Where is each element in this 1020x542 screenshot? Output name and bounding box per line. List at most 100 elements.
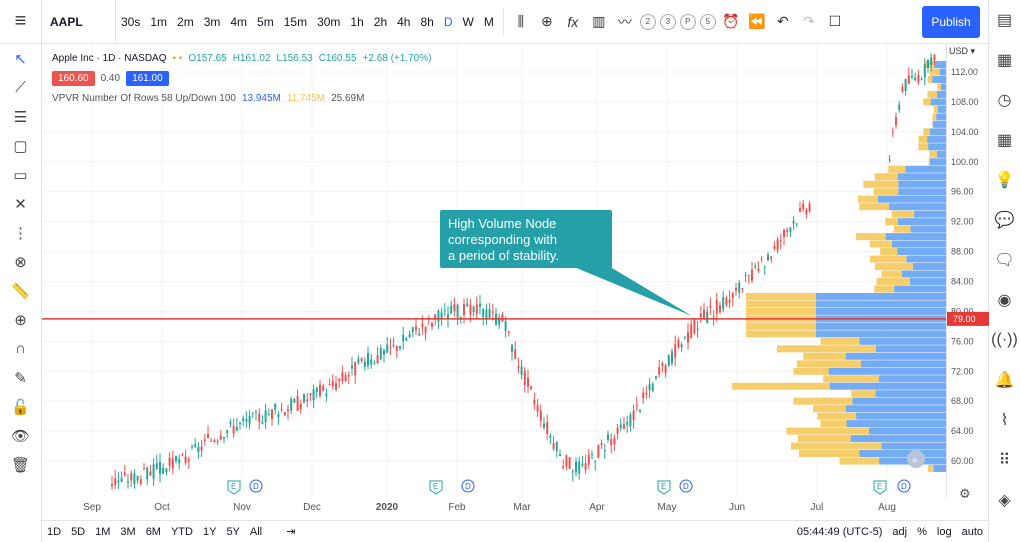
interval-2m[interactable]: 2m bbox=[177, 14, 194, 29]
fib-icon[interactable]: ☰ bbox=[13, 108, 28, 126]
zoom-icon[interactable]: ⊕ bbox=[14, 311, 27, 329]
pattern-icon[interactable]: ✕ bbox=[14, 195, 27, 213]
interval-W[interactable]: W bbox=[462, 14, 474, 29]
currency-label[interactable]: USD ▾ bbox=[949, 46, 976, 56]
chat-icon[interactable]: 💬 bbox=[994, 212, 1015, 229]
range-All[interactable]: All bbox=[249, 525, 263, 538]
earnings-marker[interactable]: E bbox=[429, 480, 443, 495]
redo-icon[interactable]: ↷ bbox=[802, 13, 815, 29]
compare-slot-P[interactable]: P bbox=[679, 13, 696, 30]
time-label: Nov bbox=[233, 502, 251, 513]
alert-icon[interactable]: ⏰ bbox=[722, 13, 740, 29]
interval-4m[interactable]: 4m bbox=[230, 14, 248, 29]
range-YTD[interactable]: YTD bbox=[170, 525, 193, 538]
rectangle-icon[interactable]: ▢ bbox=[13, 137, 28, 155]
range-5D[interactable]: 5D bbox=[71, 525, 86, 538]
goto-date-icon[interactable]: ⇥ bbox=[286, 526, 296, 538]
magnet-icon[interactable]: ∩ bbox=[15, 340, 26, 357]
symbol-search[interactable]: AAPL bbox=[42, 0, 116, 44]
calendar-icon[interactable]: ▦ bbox=[996, 132, 1013, 149]
interval-1m[interactable]: 1m bbox=[150, 14, 168, 29]
broadcast-icon[interactable]: ((·)) bbox=[991, 331, 1018, 348]
candle-style-icon[interactable]: ⫼ bbox=[517, 13, 525, 29]
interval-2h[interactable]: 2h bbox=[373, 14, 388, 29]
replay-icon[interactable]: ⏪ bbox=[748, 13, 766, 29]
idea-icon[interactable]: 💡 bbox=[994, 172, 1015, 189]
callout-text: corresponding with bbox=[448, 232, 557, 247]
dom-icon[interactable]: ⠿ bbox=[998, 452, 1011, 469]
trend-line-icon[interactable]: ⟋ bbox=[15, 79, 26, 96]
axis-settings-icon[interactable]: ⚙ bbox=[959, 486, 971, 501]
watchlist-icon[interactable]: ▤ bbox=[996, 12, 1013, 29]
text-icon[interactable]: ▭ bbox=[13, 166, 28, 184]
bid-button[interactable]: 160.60 bbox=[52, 70, 95, 86]
trash-icon[interactable]: 🗑 bbox=[10, 456, 31, 474]
compare-slot-3[interactable]: 3 bbox=[659, 13, 676, 30]
interval-4h[interactable]: 4h bbox=[397, 14, 411, 29]
auto-toggle[interactable]: auto bbox=[961, 525, 983, 538]
time-axis[interactable]: Sep Oct Nov Dec 2020 Feb Mar Apr May Jun Jul Aug bbox=[42, 498, 946, 520]
bar-chart-icon[interactable]: ▥ bbox=[592, 13, 606, 29]
percent-toggle[interactable]: % bbox=[917, 525, 927, 538]
range-6M[interactable]: 6M bbox=[145, 525, 161, 538]
interval-30s[interactable]: 30s bbox=[121, 14, 141, 29]
range-1Y[interactable]: 1Y bbox=[202, 525, 217, 538]
compare-icon[interactable]: ⊕ bbox=[540, 13, 553, 29]
price-axis[interactable]: USD ▾ 112.00 108.00 104.00 100.00 96.00 92.00 8… bbox=[946, 44, 989, 501]
publish-button[interactable]: Publish bbox=[922, 6, 980, 38]
range-5Y[interactable]: 5Y bbox=[226, 525, 240, 538]
ruler-icon[interactable]: 📏 bbox=[11, 282, 30, 300]
news-icon[interactable]: ▦ bbox=[996, 52, 1013, 69]
earnings-marker[interactable]: E bbox=[873, 480, 887, 495]
indicator-title[interactable]: VPVR Number Of Rows 58 Up/Down 100 bbox=[52, 92, 236, 104]
adj-toggle[interactable]: adj bbox=[892, 525, 908, 538]
chart-pane[interactable]: High Volume Node corresponding with a peri… bbox=[42, 44, 946, 498]
lock-icon[interactable]: 🔓 bbox=[11, 398, 30, 416]
clock-time[interactable]: 05:44:49 (UTC-5) bbox=[796, 525, 883, 538]
dividend-marker[interactable]: D bbox=[897, 479, 911, 493]
price-label: 80.00 bbox=[951, 306, 974, 316]
eye-icon[interactable]: 👁 bbox=[10, 427, 31, 445]
lock-draw-icon[interactable]: ✎ bbox=[14, 369, 27, 387]
settings-dot[interactable]: ▪ ▪ bbox=[172, 52, 183, 64]
interval-5m[interactable]: 5m bbox=[257, 14, 274, 29]
interval-3m[interactable]: 3m bbox=[203, 14, 221, 29]
templates-icon[interactable]: 〰 bbox=[617, 13, 632, 30]
indicators-icon[interactable]: fx bbox=[567, 13, 579, 30]
interval-1h[interactable]: 1h bbox=[350, 14, 364, 29]
earnings-marker[interactable]: E bbox=[227, 480, 241, 495]
dividend-marker[interactable]: D bbox=[679, 479, 693, 493]
interval-D[interactable]: D bbox=[443, 14, 453, 29]
earnings-marker[interactable]: E bbox=[657, 480, 671, 495]
range-list: 1D 5D 1M 3M 6M YTD 1Y 5Y All bbox=[42, 526, 267, 538]
streams-icon[interactable]: ◉ bbox=[997, 292, 1012, 309]
dividend-marker[interactable]: D bbox=[249, 479, 263, 493]
dividend-marker[interactable]: D bbox=[461, 479, 475, 493]
undo-icon[interactable]: ↶ bbox=[776, 13, 789, 29]
menu-icon[interactable]: ≡ bbox=[0, 0, 42, 44]
clock-icon[interactable]: ◷ bbox=[997, 92, 1012, 109]
compare-slot-5[interactable]: 5 bbox=[699, 13, 716, 30]
layers-icon[interactable]: ◈ bbox=[998, 492, 1011, 509]
price-label: 100.00 bbox=[951, 157, 979, 167]
log-toggle[interactable]: log bbox=[936, 525, 952, 538]
ask-button[interactable]: 161.00 bbox=[126, 70, 169, 86]
remove-icon[interactable]: ⊗ bbox=[14, 253, 27, 271]
cursor-icon[interactable]: ↖ bbox=[14, 50, 27, 68]
range-3M[interactable]: 3M bbox=[120, 525, 136, 538]
compare-slot-2[interactable]: 2 bbox=[639, 13, 656, 30]
bell-icon[interactable]: 🔔 bbox=[994, 372, 1015, 389]
range-1M[interactable]: 1M bbox=[95, 525, 111, 538]
fullscreen-icon[interactable]: ☐ bbox=[828, 13, 842, 29]
range-1D[interactable]: 1D bbox=[47, 525, 62, 538]
interval-15m[interactable]: 15m bbox=[283, 14, 308, 29]
interval-M[interactable]: M bbox=[483, 14, 494, 29]
scroll-realtime-button[interactable] bbox=[907, 450, 925, 468]
pulse-icon[interactable]: ⌇ bbox=[1000, 412, 1009, 429]
interval-8h[interactable]: 8h bbox=[420, 14, 434, 29]
prediction-icon[interactable]: ⋮ bbox=[13, 224, 28, 242]
interval-30m[interactable]: 30m bbox=[317, 14, 341, 29]
messages-icon[interactable]: 🗨 bbox=[994, 252, 1015, 269]
